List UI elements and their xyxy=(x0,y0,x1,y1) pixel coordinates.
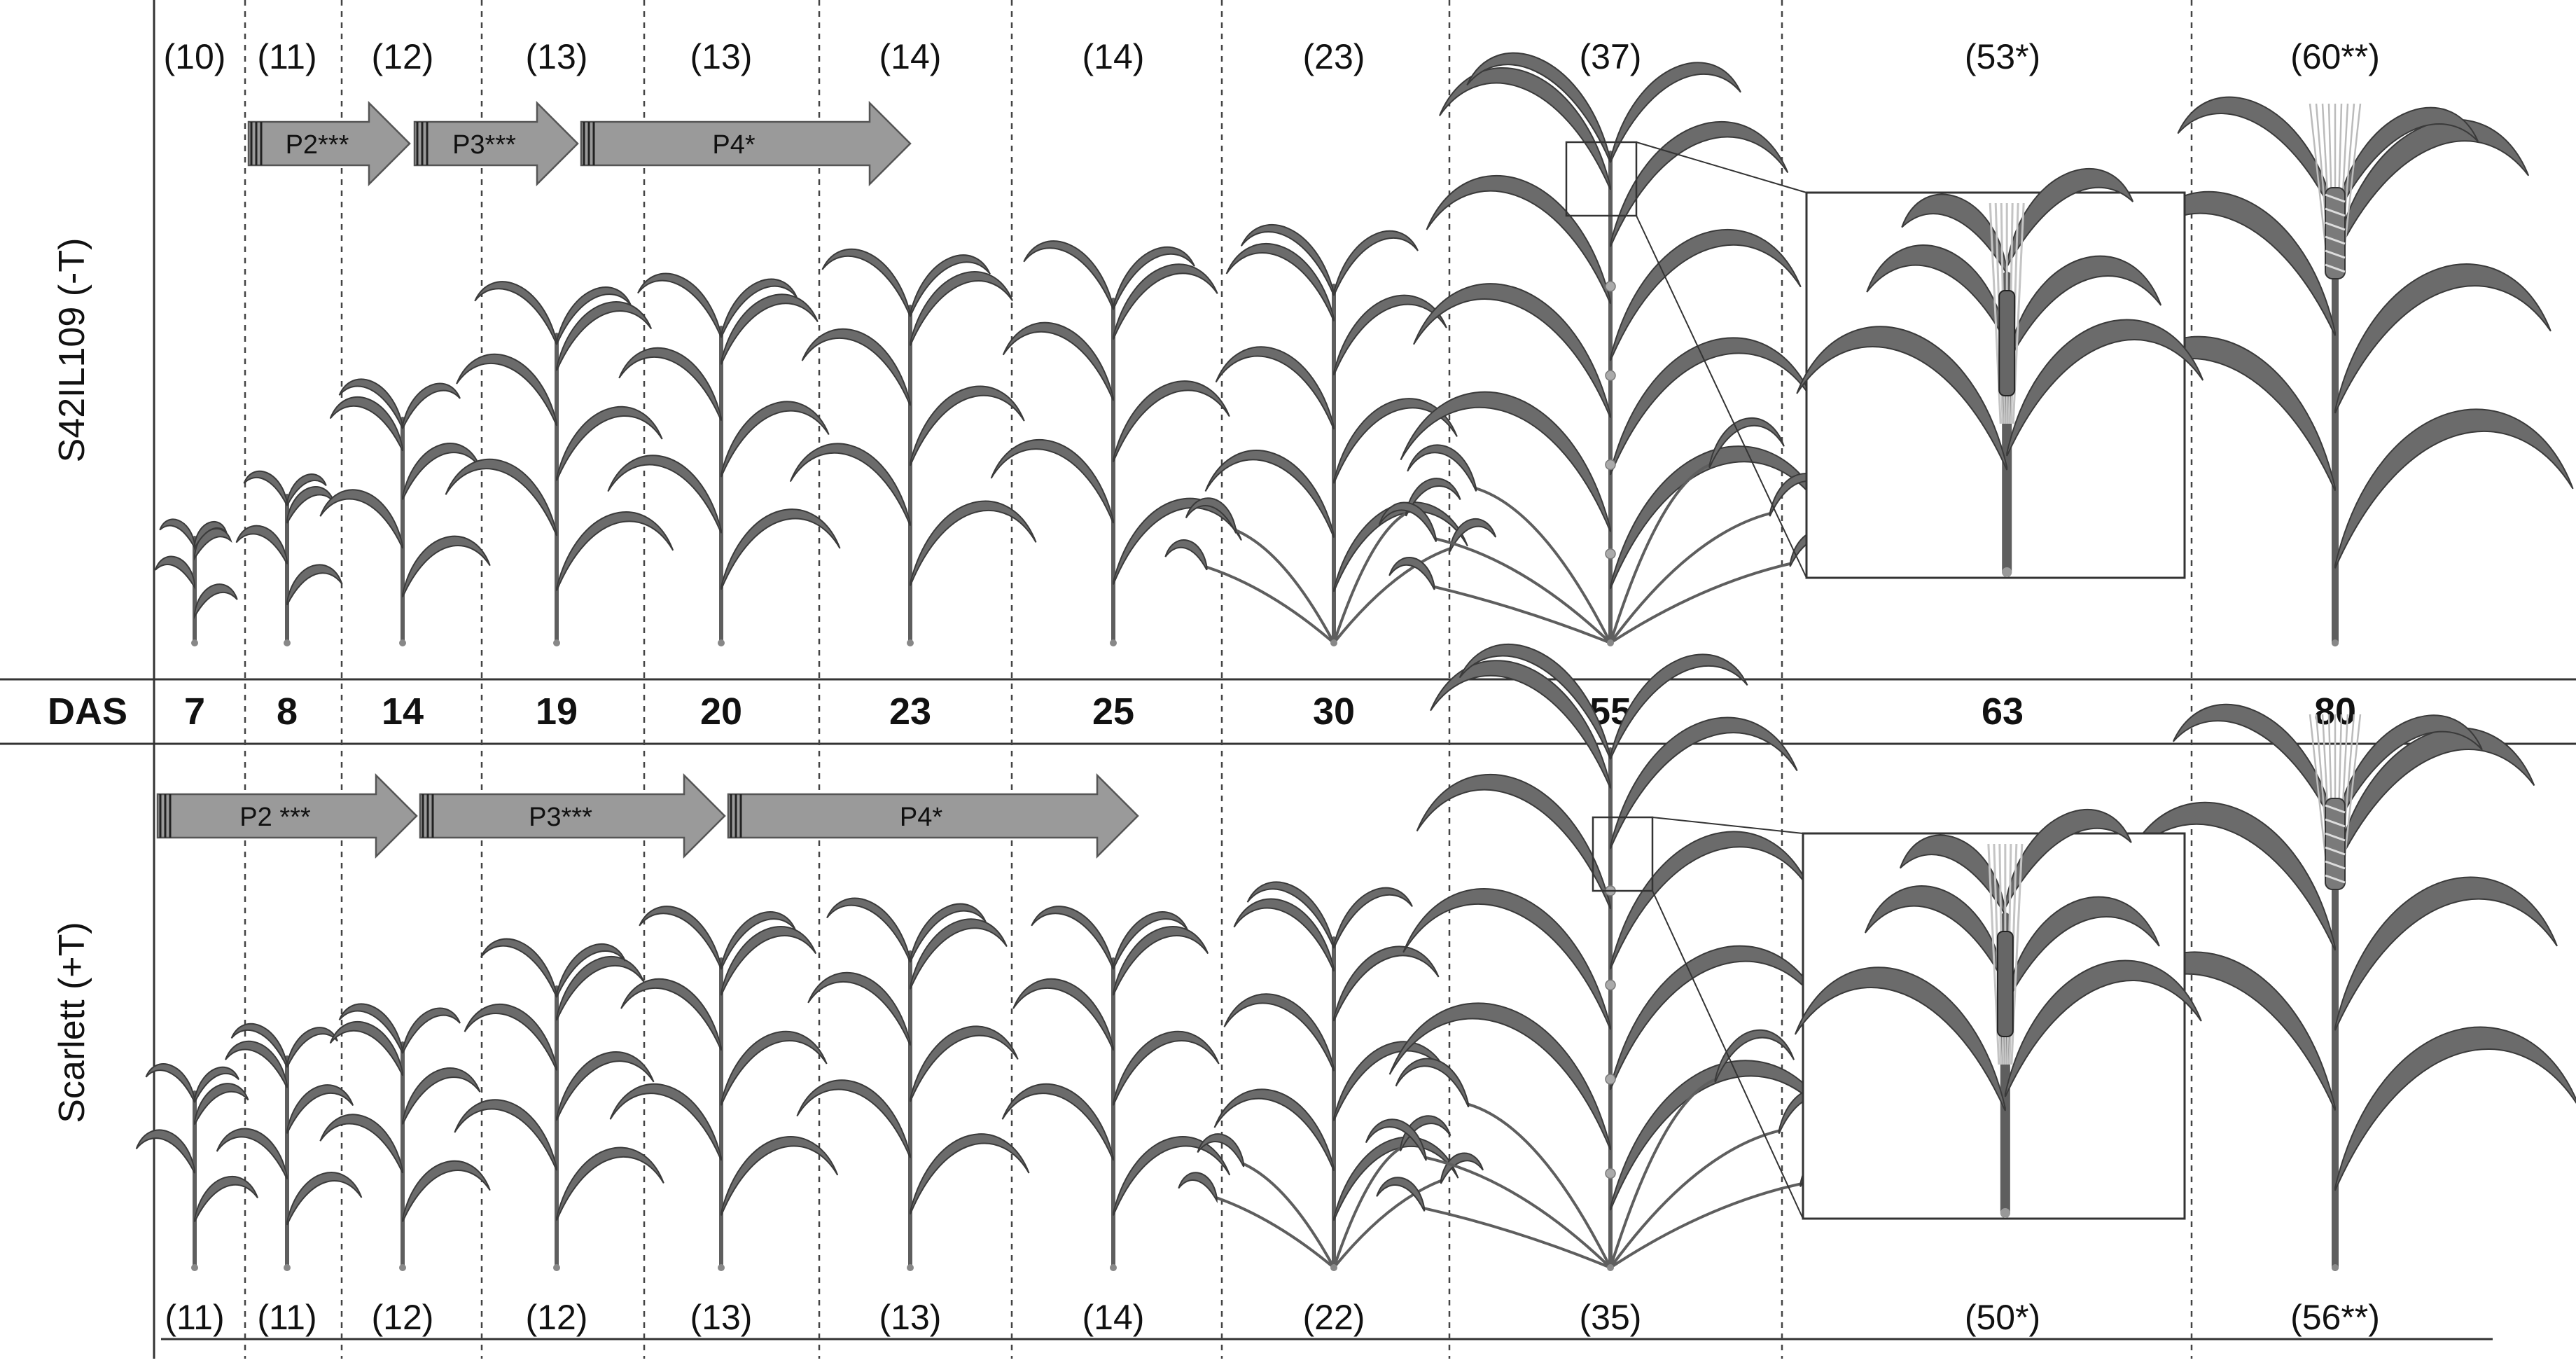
leaf-count-bottom: (13) xyxy=(690,1298,753,1337)
das-values: 7 8 14 19 20 23 25 30 55 63 80 xyxy=(184,691,2356,733)
das-value: 19 xyxy=(536,691,578,733)
zoom-inset xyxy=(1565,141,2204,579)
leaf-count-top: (14) xyxy=(1082,37,1145,76)
leaf-count-top: (53*) xyxy=(1965,37,2040,76)
leaf-count-top: (12) xyxy=(372,37,434,76)
plant-illustration xyxy=(154,518,238,646)
leaf-count-bottom: (56**) xyxy=(2290,1298,2380,1337)
leaf-count-bottom: (50*) xyxy=(1965,1298,2040,1337)
leaf-count-bottom: (22) xyxy=(1303,1298,1365,1337)
plant-illustration xyxy=(445,281,674,646)
genotype-label-bottom: Scarlett (+T) xyxy=(52,922,92,1123)
leaf-count-bottom: (35) xyxy=(1580,1298,1642,1337)
leaf-count-top: (13) xyxy=(690,37,753,76)
phase-arrow-p3: P3*** xyxy=(419,772,726,859)
plant-illustration xyxy=(789,248,1037,646)
plant-illustration xyxy=(1378,52,1842,646)
leaf-count-top: (14) xyxy=(879,37,942,76)
leaf-count-top: (10) xyxy=(164,37,226,76)
plant-illustration xyxy=(319,1003,491,1271)
zoom-inset xyxy=(1592,808,2202,1220)
genotype-label-top: S42IL109 (-T) xyxy=(52,238,92,463)
phase-arrow-p2: P2*** xyxy=(247,100,411,187)
top-phase-arrows: P2*** P3*** P4* xyxy=(247,100,912,187)
zoom-source-box xyxy=(1565,141,1638,217)
top-leaf-counts: (10) (11) (12) (13) (13) (14) (14) (23) (37) (53*… xyxy=(164,37,2380,76)
leaf-count-top: (23) xyxy=(1303,37,1365,76)
plant-illustration xyxy=(2108,96,2574,646)
bottom-leaf-counts: (11) (11) (12) (12) (13) (13) (14) (22) (35) (50*… xyxy=(165,1298,2380,1337)
plant-illustration xyxy=(990,240,1242,646)
phase-arrow-p2: P2 *** xyxy=(156,772,418,859)
phase-arrow-p4: P4* xyxy=(580,100,912,187)
phase-arrow-p4: P4* xyxy=(727,772,1139,859)
plant-illustration xyxy=(2101,703,2576,1271)
leaf-count-bottom: (12) xyxy=(526,1298,588,1337)
plant-illustration xyxy=(1178,881,1484,1271)
plant-illustration xyxy=(235,470,343,646)
plant-illustration xyxy=(609,906,839,1271)
das-value: 8 xyxy=(277,691,298,733)
das-value: 20 xyxy=(700,691,742,733)
phase-label: P4* xyxy=(712,130,755,160)
leaf-count-bottom: (13) xyxy=(879,1298,942,1337)
phase-arrow-p3: P3*** xyxy=(413,100,579,187)
das-value: 63 xyxy=(1982,691,2024,733)
plant-illustration xyxy=(454,938,664,1271)
leaf-count-bottom: (11) xyxy=(257,1298,316,1337)
das-value: 23 xyxy=(889,691,931,733)
leaf-count-top: (37) xyxy=(1580,37,1642,76)
plant-illustration xyxy=(796,897,1030,1271)
das-value: 30 xyxy=(1313,691,1355,733)
plant-illustration xyxy=(607,272,841,646)
zoom-source-box xyxy=(1592,816,1654,892)
das-value: 7 xyxy=(184,691,205,733)
phase-label: P2*** xyxy=(286,130,349,160)
plants xyxy=(135,52,2576,1271)
leaf-count-top: (60**) xyxy=(2290,37,2380,76)
phase-label: P2 *** xyxy=(239,803,311,832)
phase-label: P3*** xyxy=(529,803,592,832)
plant-illustration xyxy=(1164,224,1497,646)
leaf-count-bottom: (14) xyxy=(1082,1298,1145,1337)
leaf-count-top: (13) xyxy=(526,37,588,76)
plant-illustration xyxy=(319,378,491,646)
phase-label: P3*** xyxy=(452,130,516,160)
phase-label: P4* xyxy=(900,803,942,832)
bottom-phase-arrows: P2 *** P3*** P4* xyxy=(156,772,1139,859)
leaf-count-top: (11) xyxy=(257,37,316,76)
plant-illustration xyxy=(216,1023,363,1271)
plant-illustration xyxy=(1001,906,1231,1271)
zoom-insets xyxy=(1565,141,2204,1220)
das-value: 14 xyxy=(382,691,424,733)
plant-illustration xyxy=(1365,644,1856,1271)
plant-illustration xyxy=(135,1063,258,1271)
leaf-count-bottom: (12) xyxy=(372,1298,434,1337)
leaf-count-bottom: (11) xyxy=(165,1298,224,1337)
das-value: 25 xyxy=(1092,691,1134,733)
das-header: DAS xyxy=(48,691,127,733)
